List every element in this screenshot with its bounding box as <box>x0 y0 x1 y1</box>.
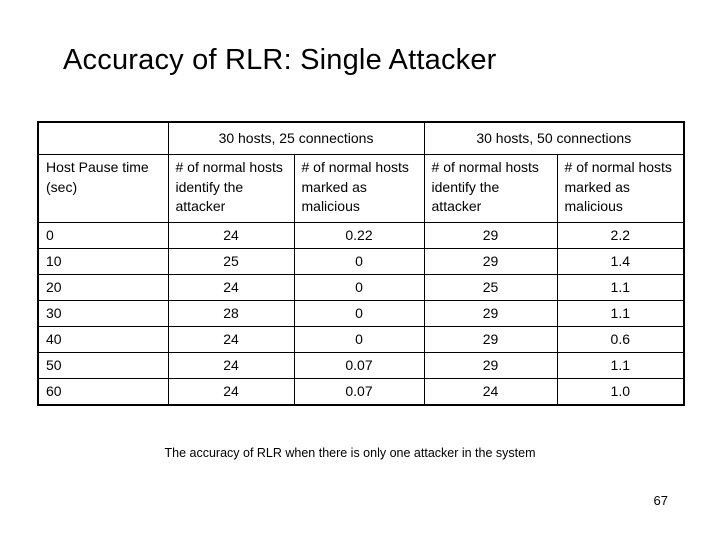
corner-cell <box>37 121 169 155</box>
cell-pause-time: 30 <box>37 300 169 327</box>
col-header-identify-50: # of normal hosts identify the attacker <box>423 154 558 223</box>
page-number: 67 <box>653 493 668 508</box>
cell-value: 0.22 <box>293 222 425 249</box>
cell-value: 24 <box>167 326 295 353</box>
cell-value: 25 <box>423 274 558 301</box>
cell-value: 1.0 <box>556 378 685 406</box>
table-row: 50 24 0.07 29 1.1 <box>37 352 685 379</box>
table-row: 40 24 0 29 0.6 <box>37 326 685 353</box>
col-header-identify-25: # of normal hosts identify the attacker <box>167 154 295 223</box>
cell-value: 29 <box>423 326 558 353</box>
cell-value: 0 <box>293 274 425 301</box>
group-header-50-connections: 30 hosts, 50 connections <box>423 121 685 155</box>
col-header-malicious-25: # of normal hosts marked as malicious <box>293 154 425 223</box>
cell-value: 29 <box>423 222 558 249</box>
cell-value: 0.07 <box>293 378 425 406</box>
cell-value: 24 <box>167 378 295 406</box>
col-header-malicious-50: # of normal hosts marked as malicious <box>556 154 685 223</box>
cell-value: 1.4 <box>556 248 685 275</box>
row-header-label: Host Pause time (sec) <box>37 154 169 223</box>
table-row: 10 25 0 29 1.4 <box>37 248 685 275</box>
cell-value: 24 <box>167 274 295 301</box>
accuracy-table: 30 hosts, 25 connections 30 hosts, 50 co… <box>37 121 686 406</box>
cell-pause-time: 0 <box>37 222 169 249</box>
table-row: 60 24 0.07 24 1.0 <box>37 378 685 406</box>
table-row: 20 24 0 25 1.1 <box>37 274 685 301</box>
cell-value: 1.1 <box>556 300 685 327</box>
cell-value: 28 <box>167 300 295 327</box>
cell-pause-time: 40 <box>37 326 169 353</box>
group-header-25-connections: 30 hosts, 25 connections <box>167 121 425 155</box>
cell-pause-time: 10 <box>37 248 169 275</box>
column-header-row: Host Pause time (sec) # of normal hosts … <box>37 154 685 223</box>
cell-value: 29 <box>423 352 558 379</box>
page-title: Accuracy of RLR: Single Attacker <box>63 44 497 76</box>
cell-value: 0.07 <box>293 352 425 379</box>
cell-value: 0 <box>293 248 425 275</box>
cell-value: 25 <box>167 248 295 275</box>
group-header-row: 30 hosts, 25 connections 30 hosts, 50 co… <box>37 121 685 155</box>
cell-value: 29 <box>423 300 558 327</box>
cell-value: 29 <box>423 248 558 275</box>
cell-pause-time: 20 <box>37 274 169 301</box>
cell-value: 24 <box>423 378 558 406</box>
table-row: 0 24 0.22 29 2.2 <box>37 222 685 249</box>
table-row: 30 28 0 29 1.1 <box>37 300 685 327</box>
cell-value: 0 <box>293 300 425 327</box>
cell-value: 2.2 <box>556 222 685 249</box>
cell-value: 1.1 <box>556 274 685 301</box>
cell-value: 24 <box>167 352 295 379</box>
cell-value: 0 <box>293 326 425 353</box>
cell-value: 1.1 <box>556 352 685 379</box>
cell-value: 24 <box>167 222 295 249</box>
cell-pause-time: 50 <box>37 352 169 379</box>
caption: The accuracy of RLR when there is only o… <box>164 446 536 460</box>
cell-value: 0.6 <box>556 326 685 353</box>
cell-pause-time: 60 <box>37 378 169 406</box>
